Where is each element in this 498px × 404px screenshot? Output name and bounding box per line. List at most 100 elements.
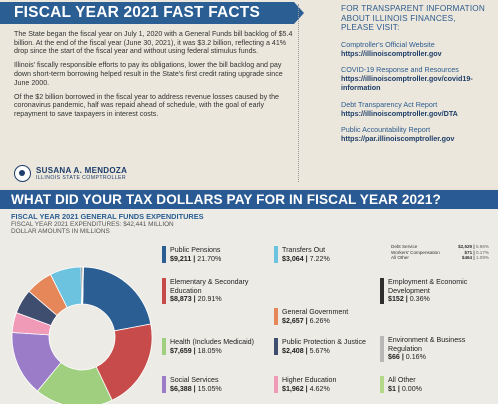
breakdown-name: All Other bbox=[391, 255, 409, 261]
swatch-all-other bbox=[380, 376, 384, 394]
title-arrow-decoration bbox=[294, 2, 304, 24]
fast-facts-body: The State began the fiscal year on July … bbox=[14, 30, 296, 124]
category-name: Public Protection & Justice bbox=[282, 338, 366, 346]
category-name: General Government bbox=[282, 308, 349, 316]
category-pct: 7.22% bbox=[309, 254, 330, 263]
category-value: $3,064 | 7.22% bbox=[282, 254, 330, 263]
category-name: Elementary & Secondary Education bbox=[170, 278, 249, 295]
transfers-breakdown: Debt Service $2,529 | 5.96% Workers' Com… bbox=[391, 244, 489, 261]
link-url[interactable]: https://illinoiscomptroller.gov/covid19-… bbox=[341, 74, 473, 92]
category-pct: 4.62% bbox=[309, 384, 330, 393]
donut-slice-pensions bbox=[82, 266, 152, 332]
comptroller-signature: SUSANA A. MENDOZA ILLINOIS STATE COMPTRO… bbox=[14, 165, 127, 182]
category-value: $6,388 | 15.05% bbox=[170, 384, 222, 393]
swatch-public-protection bbox=[274, 338, 278, 356]
link-item-dta[interactable]: Debt Transparency Act Report https://ill… bbox=[341, 100, 491, 119]
signature-title: ILLINOIS STATE COMPTROLLER bbox=[36, 175, 127, 181]
category-health: Health (Includes Medicaid) $7,659 | 18.0… bbox=[162, 338, 280, 356]
swatch-elementary-education bbox=[162, 278, 166, 304]
fast-facts-panel: FISCAL YEAR 2021 FAST FACTS The State be… bbox=[0, 0, 304, 188]
category-amount: $7,659 bbox=[170, 346, 192, 355]
link-label: Comptroller's Official Website bbox=[341, 39, 435, 49]
breakdown-pct: 1.09% bbox=[475, 255, 489, 261]
breakdown-pct: 0.17% bbox=[475, 249, 489, 255]
breakdown-pct: 5.96% bbox=[475, 244, 489, 249]
category-amount: $3,064 bbox=[282, 254, 304, 263]
expenditures-section: WHAT DID YOUR TAX DOLLARS PAY FOR IN FIS… bbox=[0, 190, 498, 404]
category-value: $66 | 0.16% bbox=[388, 353, 426, 362]
chart-header: FISCAL YEAR 2021 GENERAL FUNDS EXPENDITU… bbox=[11, 212, 204, 236]
transparency-links-panel: FOR TRANSPARENT INFORMATION ABOUT ILLINO… bbox=[341, 4, 491, 152]
swatch-higher-education bbox=[274, 376, 278, 394]
category-employment: Employment & Economic Development $152 |… bbox=[380, 278, 498, 304]
category-name: Health (Includes Medicaid) bbox=[170, 338, 254, 346]
category-pct: 6.26% bbox=[309, 316, 330, 325]
category-value: $1 | 0.00% bbox=[388, 384, 422, 393]
category-amount: $1 bbox=[388, 384, 396, 393]
breakdown-amount: $2,529 bbox=[458, 244, 473, 249]
link-url[interactable]: https://illinoiscomptroller.gov bbox=[341, 48, 442, 58]
chart-total: FISCAL YEAR 2021 EXPENDITURES: $42,441 M… bbox=[11, 221, 174, 229]
category-amount: $2,657 bbox=[282, 316, 304, 325]
breakdown-amount: $464 bbox=[461, 255, 473, 261]
swatch-social-services bbox=[162, 376, 166, 394]
fold-divider bbox=[298, 4, 299, 182]
link-item-par[interactable]: Public Accountability Report https://par… bbox=[341, 126, 491, 144]
breakdown-value: $2,529 | 5.96% bbox=[458, 244, 489, 249]
breakdown-amount: $71 bbox=[464, 249, 473, 255]
category-amount: $6,388 bbox=[170, 384, 192, 393]
link-item-covid[interactable]: COVID-19 Response and Resources https://… bbox=[341, 66, 491, 92]
link-url[interactable]: https://illinoiscomptroller.gov/DTA bbox=[341, 108, 458, 118]
category-pct: 18.05% bbox=[197, 346, 222, 355]
expenditures-title-bar: WHAT DID YOUR TAX DOLLARS PAY FOR IN FIS… bbox=[0, 190, 498, 209]
chart-title: FISCAL YEAR 2021 GENERAL FUNDS EXPENDITU… bbox=[11, 212, 204, 221]
signature-text: SUSANA A. MENDOZA ILLINOIS STATE COMPTRO… bbox=[36, 166, 127, 181]
category-name: Public Pensions bbox=[170, 246, 221, 254]
breakdown-name: Workers' Compensation bbox=[391, 249, 440, 255]
spine-strip bbox=[313, 40, 319, 176]
swatch-public-pensions bbox=[162, 246, 166, 264]
category-all-other: All Other $1 | 0.00% bbox=[380, 376, 498, 394]
link-item-website[interactable]: Comptroller's Official Website https://i… bbox=[341, 39, 491, 59]
category-amount: $2,408 bbox=[282, 346, 304, 355]
fact-paragraph-1: The State began the fiscal year on July … bbox=[14, 30, 293, 56]
category-amount: $9,211 bbox=[170, 254, 192, 263]
fact-paragraph-2: Illinois' fiscally responsible efforts t… bbox=[14, 61, 283, 87]
category-name: All Other bbox=[388, 376, 416, 384]
swatch-general-government bbox=[274, 308, 278, 326]
category-value: $7,659 | 18.05% bbox=[170, 346, 222, 355]
category-amount: $8,873 bbox=[170, 295, 192, 304]
expenditures-question: WHAT DID YOUR TAX DOLLARS PAY FOR IN FIS… bbox=[11, 192, 441, 207]
category-pct: 0.16% bbox=[405, 353, 426, 362]
category-public-pensions: Public Pensions $9,211 | 21.70% bbox=[162, 246, 280, 264]
category-amount: $66 bbox=[388, 353, 400, 362]
category-pct: 0.36% bbox=[409, 295, 430, 304]
category-public-protection: Public Protection & Justice $2,408 | 5.6… bbox=[274, 338, 392, 356]
category-name: Employment & Economic Development bbox=[388, 278, 468, 295]
category-amount: $152 bbox=[388, 295, 404, 304]
fact-paragraph-3: Of the $2 billion borrowed in the fiscal… bbox=[14, 92, 279, 118]
swatch-transfers-out bbox=[274, 246, 278, 264]
signature-name: SUSANA A. MENDOZA bbox=[36, 166, 128, 175]
link-label: COVID-19 Response and Resources bbox=[341, 65, 459, 75]
link-url[interactable]: https://par.illinoiscomptroller.gov bbox=[341, 134, 455, 144]
category-pct: 20.91% bbox=[197, 295, 222, 304]
category-higher-education: Higher Education $1,962 | 4.62% bbox=[274, 376, 392, 394]
transparency-heading: FOR TRANSPARENT INFORMATION ABOUT ILLINO… bbox=[341, 4, 485, 33]
link-label: Public Accountability Report bbox=[341, 125, 431, 135]
category-social-services: Social Services $6,388 | 15.05% bbox=[162, 376, 280, 394]
category-pct: 5.67% bbox=[309, 346, 330, 355]
breakdown-value: $464 | 1.09% bbox=[461, 255, 489, 261]
category-value: $152 | 0.36% bbox=[388, 295, 430, 304]
category-elementary-education: Elementary & Secondary Education $8,873 … bbox=[162, 278, 280, 304]
breakdown-row: Debt Service $2,529 | 5.96% bbox=[391, 244, 489, 250]
swatch-employment bbox=[380, 278, 384, 304]
category-transfers-out: Transfers Out $3,064 | 7.22% bbox=[274, 246, 392, 264]
breakdown-row: Workers' Compensation $71 | 0.17% bbox=[391, 250, 489, 256]
category-name: Higher Education bbox=[282, 376, 337, 384]
category-name: Social Services bbox=[170, 376, 219, 384]
category-environment: Environment & Business Regulation $66 | … bbox=[380, 336, 498, 362]
category-pct: 15.05% bbox=[197, 384, 222, 393]
expenditures-donut-chart bbox=[11, 266, 153, 404]
category-pct: 21.70% bbox=[197, 254, 222, 263]
